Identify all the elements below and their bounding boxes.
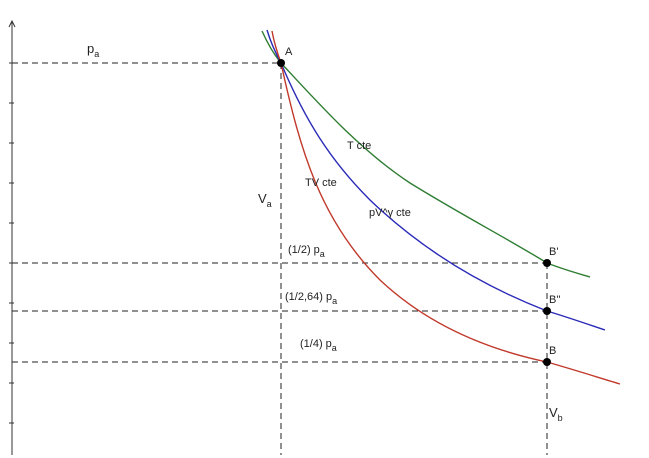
isotherm-label: T cte — [347, 140, 371, 152]
point-a-label: A — [285, 46, 293, 58]
isotherm-curve — [261, 30, 591, 278]
va-label: Va — [258, 191, 272, 209]
point-b-prime-label: B' — [549, 246, 558, 258]
y-axis-arrow — [8, 19, 16, 28]
pressure-axis — [8, 19, 16, 455]
tv-constant-curve — [271, 30, 621, 385]
adiabatic-label: pV^γ cte — [369, 207, 411, 219]
point-b — [543, 358, 551, 366]
point-b-double-prime-label: B'' — [549, 294, 561, 306]
point-b-double-prime — [543, 307, 551, 315]
tv-constant-label: TV cte — [305, 177, 337, 189]
point-a — [277, 59, 285, 67]
curves — [261, 29, 621, 385]
vb-label: Vb — [549, 405, 563, 423]
half264-pa-label: (1/2,64) pa — [285, 291, 337, 306]
guide-lines — [12, 62, 548, 455]
point-b-label: B — [549, 345, 556, 357]
half-pa-label: (1/2) pa — [288, 244, 325, 259]
quarter-pa-label: (1/4) pa — [300, 338, 337, 353]
pa-label: pa — [87, 41, 99, 59]
point-b-prime — [543, 259, 551, 267]
state-points — [277, 59, 551, 366]
